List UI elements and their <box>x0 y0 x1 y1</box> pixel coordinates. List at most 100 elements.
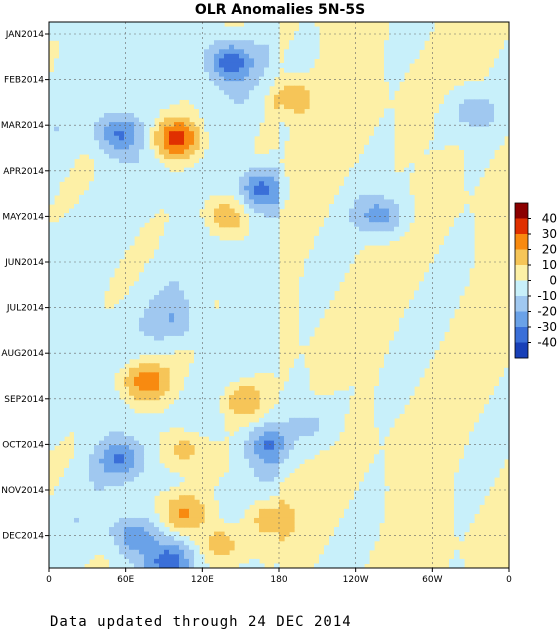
anomaly-cell <box>324 263 330 269</box>
anomaly-cell <box>64 62 70 69</box>
anomaly-cell <box>194 190 200 196</box>
anomaly-cell <box>469 235 475 241</box>
anomaly-cell <box>444 94 450 100</box>
anomaly-cell <box>394 235 400 241</box>
anomaly-cell <box>154 249 160 255</box>
anomaly-cell <box>94 199 100 205</box>
anomaly-cell <box>464 272 470 278</box>
anomaly-cell <box>164 240 170 246</box>
anomaly-cell <box>274 231 280 237</box>
anomaly-cell <box>134 99 140 105</box>
anomaly-cell <box>69 290 75 296</box>
anomaly-cell <box>394 181 400 187</box>
anomaly-cell <box>59 367 65 373</box>
anomaly-cell <box>414 354 420 360</box>
anomaly-cell <box>309 272 315 278</box>
anomaly-cell <box>49 240 55 246</box>
anomaly-cell <box>299 53 305 59</box>
anomaly-cell <box>294 381 300 387</box>
anomaly-cell <box>64 290 70 296</box>
anomaly-cell <box>439 326 445 332</box>
anomaly-cell <box>274 226 280 232</box>
anomaly-cell <box>464 158 470 164</box>
anomaly-cell <box>294 358 300 364</box>
anomaly-cell <box>474 144 480 150</box>
anomaly-cell <box>459 290 465 296</box>
anomaly-cell <box>284 190 290 196</box>
anomaly-cell <box>164 231 170 237</box>
anomaly-cell <box>274 326 280 332</box>
anomaly-cell <box>79 413 85 419</box>
anomaly-cell <box>179 213 185 219</box>
anomaly-cell <box>134 335 140 342</box>
anomaly-cell <box>114 244 120 251</box>
anomaly-cell <box>99 308 105 314</box>
anomaly-cell <box>199 226 205 232</box>
anomaly-cell <box>139 53 145 59</box>
anomaly-cell <box>189 363 195 369</box>
anomaly-cell <box>109 399 115 405</box>
anomaly-cell <box>74 413 80 419</box>
anomaly-cell <box>204 345 210 351</box>
anomaly-cell <box>329 295 335 301</box>
anomaly-cell <box>69 231 75 237</box>
anomaly-cell <box>79 240 85 246</box>
anomaly-cell <box>489 103 495 110</box>
anomaly-cell <box>164 367 170 373</box>
anomaly-cell <box>269 345 275 351</box>
anomaly-cell <box>239 185 245 191</box>
anomaly-cell <box>194 231 200 237</box>
anomaly-cell <box>374 185 380 191</box>
anomaly-cell <box>499 49 505 55</box>
anomaly-cell <box>214 35 220 41</box>
anomaly-cell <box>399 395 405 401</box>
anomaly-cell <box>159 313 165 319</box>
anomaly-cell <box>139 163 145 169</box>
anomaly-cell <box>134 395 140 401</box>
anomaly-cell <box>204 317 210 323</box>
anomaly-cell <box>134 126 140 132</box>
anomaly-cell <box>209 290 215 296</box>
anomaly-cell <box>169 281 175 287</box>
anomaly-cell <box>479 144 485 150</box>
anomaly-cell <box>404 317 410 323</box>
anomaly-cell <box>294 31 300 37</box>
anomaly-cell <box>229 340 235 346</box>
anomaly-cell <box>489 85 495 91</box>
anomaly-cell <box>464 163 470 169</box>
anomaly-cell <box>449 226 455 232</box>
anomaly-cell <box>204 90 210 96</box>
anomaly-cell <box>69 395 75 401</box>
anomaly-cell <box>384 67 390 73</box>
anomaly-cell <box>324 249 330 255</box>
anomaly-cell <box>194 372 200 378</box>
anomaly-cell <box>54 126 60 132</box>
anomaly-cell <box>214 208 220 214</box>
anomaly-cell <box>114 326 120 332</box>
anomaly-cell <box>214 126 220 132</box>
anomaly-cell <box>69 81 75 87</box>
anomaly-cell <box>199 72 205 78</box>
anomaly-cell <box>74 131 80 137</box>
anomaly-cell <box>144 99 150 105</box>
anomaly-cell <box>109 231 115 237</box>
anomaly-cell <box>214 258 220 264</box>
anomaly-cell <box>94 217 100 223</box>
anomaly-cell <box>129 113 135 119</box>
anomaly-cell <box>229 158 235 164</box>
anomaly-cell <box>224 131 230 137</box>
anomaly-cell <box>289 381 295 387</box>
anomaly-cell <box>89 222 95 228</box>
anomaly-cell <box>249 254 255 260</box>
anomaly-cell <box>124 122 130 128</box>
anomaly-cell <box>274 58 280 64</box>
anomaly-cell <box>384 413 390 419</box>
anomaly-cell <box>189 235 195 241</box>
anomaly-cell <box>64 153 70 160</box>
anomaly-cell <box>199 163 205 169</box>
anomaly-cell <box>224 122 230 128</box>
anomaly-cell <box>69 103 75 110</box>
anomaly-cell <box>89 44 95 50</box>
anomaly-cell <box>434 113 440 119</box>
anomaly-cell <box>484 144 490 150</box>
